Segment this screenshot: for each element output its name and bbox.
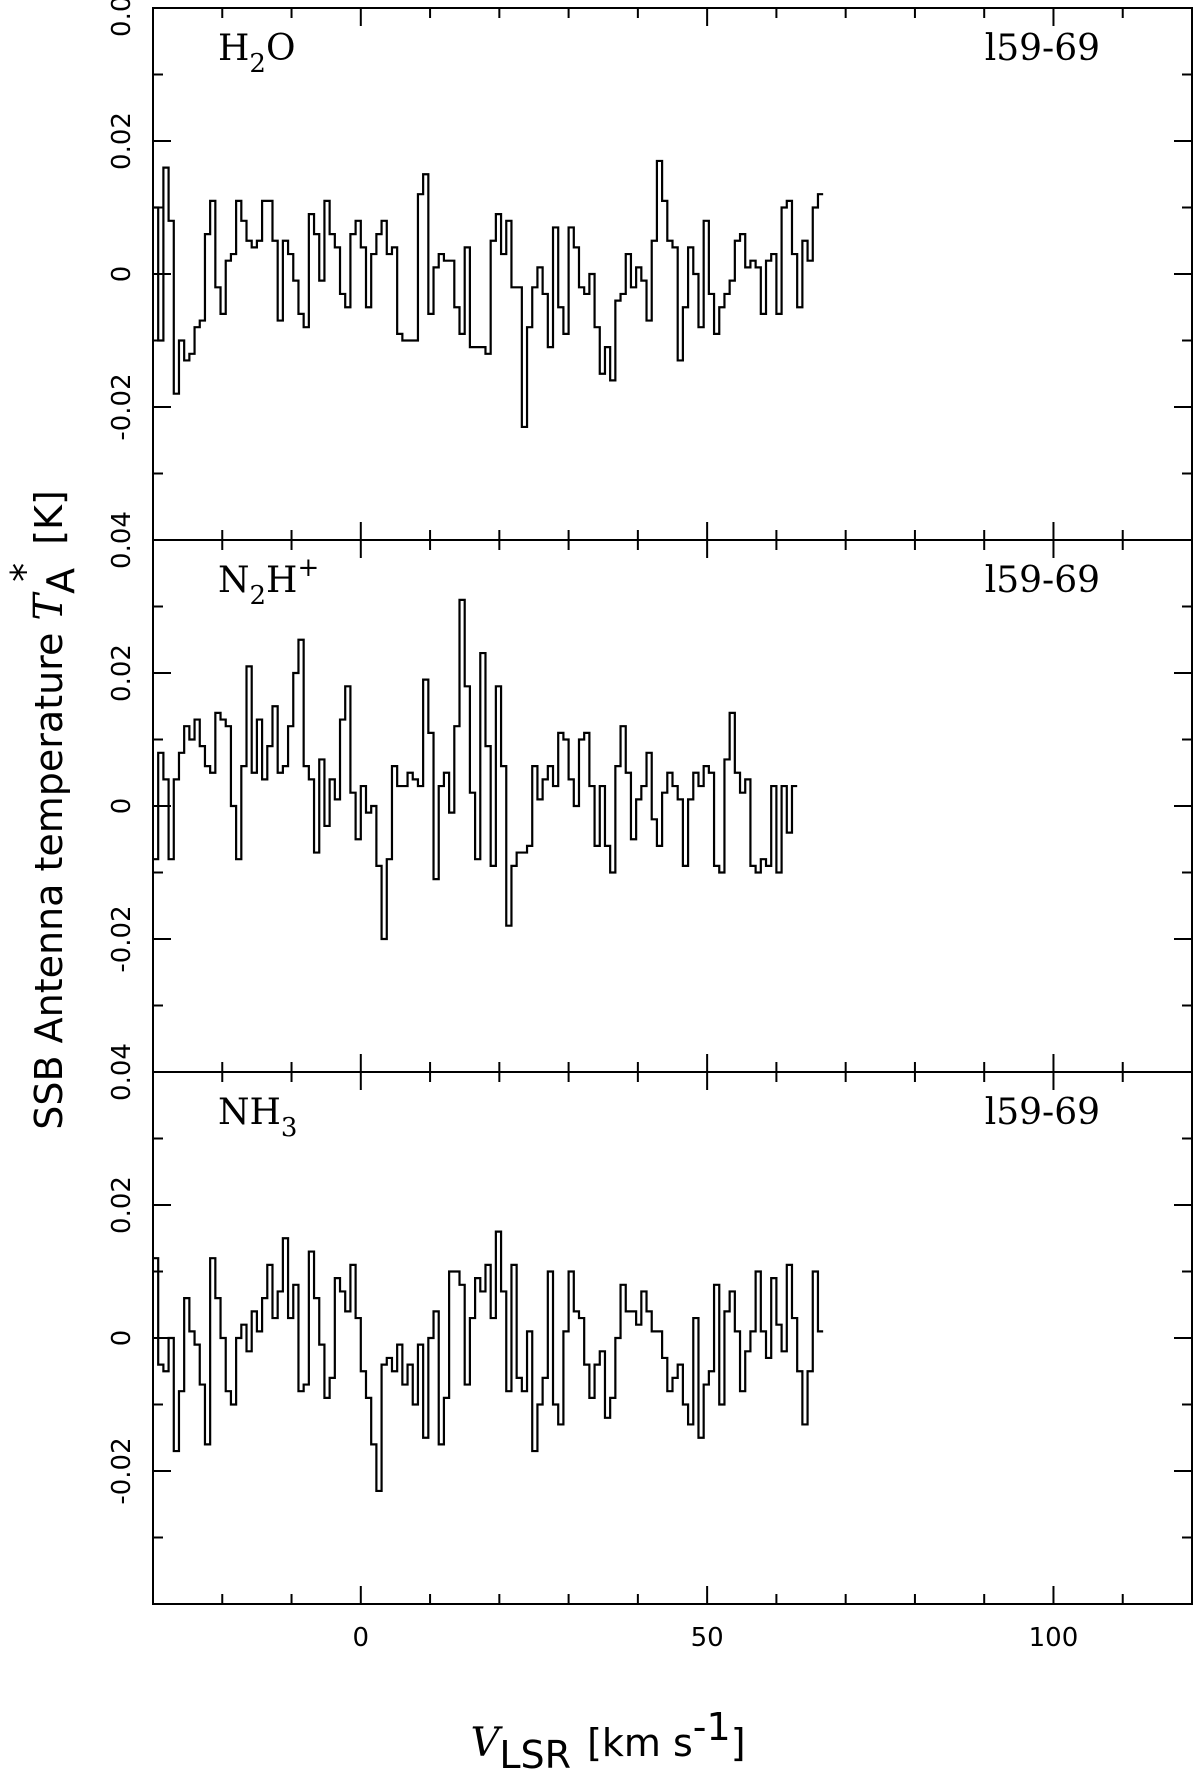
y-tick-label: 0.02 (107, 644, 137, 702)
y-axis-label-text: SSB Antenna temperature (27, 621, 71, 1130)
panel-3: -0.02 0 0.02 0.04 NH3 l59-69 (107, 1043, 1193, 1605)
y-tick-label: -0.02 (107, 1437, 137, 1504)
y-tick-label: 0.02 (107, 112, 137, 170)
y-tick-label: 0.02 (107, 1176, 137, 1234)
y-tick-label: 0.04 (107, 1043, 137, 1101)
x-axis-units: [km s (587, 1721, 693, 1765)
y-tick-label: 0.04 (107, 0, 137, 37)
y-tick-label: 0 (107, 266, 137, 283)
spectrum-line (153, 1230, 824, 1493)
x-axis-subscript: LSR (499, 1733, 571, 1776)
x-tick-label: 50 (691, 1623, 724, 1653)
x-axis-units-close: ] (731, 1721, 746, 1765)
spectrum-line (153, 159, 824, 429)
source-label: l59-69 (985, 28, 1100, 69)
panel-2: -0.02 0 0.02 0.04 N2H+ l59-69 (107, 511, 1193, 1073)
y-tick-label: 0 (107, 1330, 137, 1347)
panel-1: -0.02 0 0.02 0.04 H2O l59-69 (107, 0, 1193, 541)
molecule-label: H2O (218, 28, 295, 79)
svg-text:VLSR[km s-1]: VLSR [km s-1] (470, 1705, 745, 1776)
panel-frame (152, 539, 1193, 1073)
svg-text:SSB Antenna temperature TA* [K: SSB Antenna temperature TA* [K] (3, 490, 83, 1130)
y-tick-label: 0.04 (107, 511, 137, 569)
molecule-label: NH3 (218, 1092, 297, 1143)
source-label: l59-69 (985, 560, 1100, 601)
panels: -0.02 0 0.02 0.04 H2O l59-69 -0.02 0 0.02 0.04 N2H… (107, 0, 1193, 1653)
y-tick-label: -0.02 (107, 373, 137, 440)
y-axis-subscript: A (39, 568, 83, 594)
y-axis-units: [K] (27, 490, 71, 557)
x-tick-label: 0 (353, 1623, 370, 1653)
x-axis-title: VLSR [km s-1] (470, 1705, 745, 1776)
molecule-label: N2H+ (218, 553, 319, 611)
source-label: l59-69 (985, 1092, 1100, 1133)
x-axis-symbol: V (470, 1720, 503, 1766)
x-tick-label: 100 (1029, 1623, 1079, 1653)
y-tick-label: 0 (107, 798, 137, 815)
y-axis-symbol: T (26, 591, 72, 621)
spectrum-line (153, 598, 798, 941)
y-tick-label: -0.02 (107, 905, 137, 972)
y-axis-superscript: * (3, 563, 47, 582)
x-axis-superscript: -1 (693, 1705, 731, 1749)
y-axis-title: SSB Antenna temperature TA* [K] (3, 490, 83, 1130)
